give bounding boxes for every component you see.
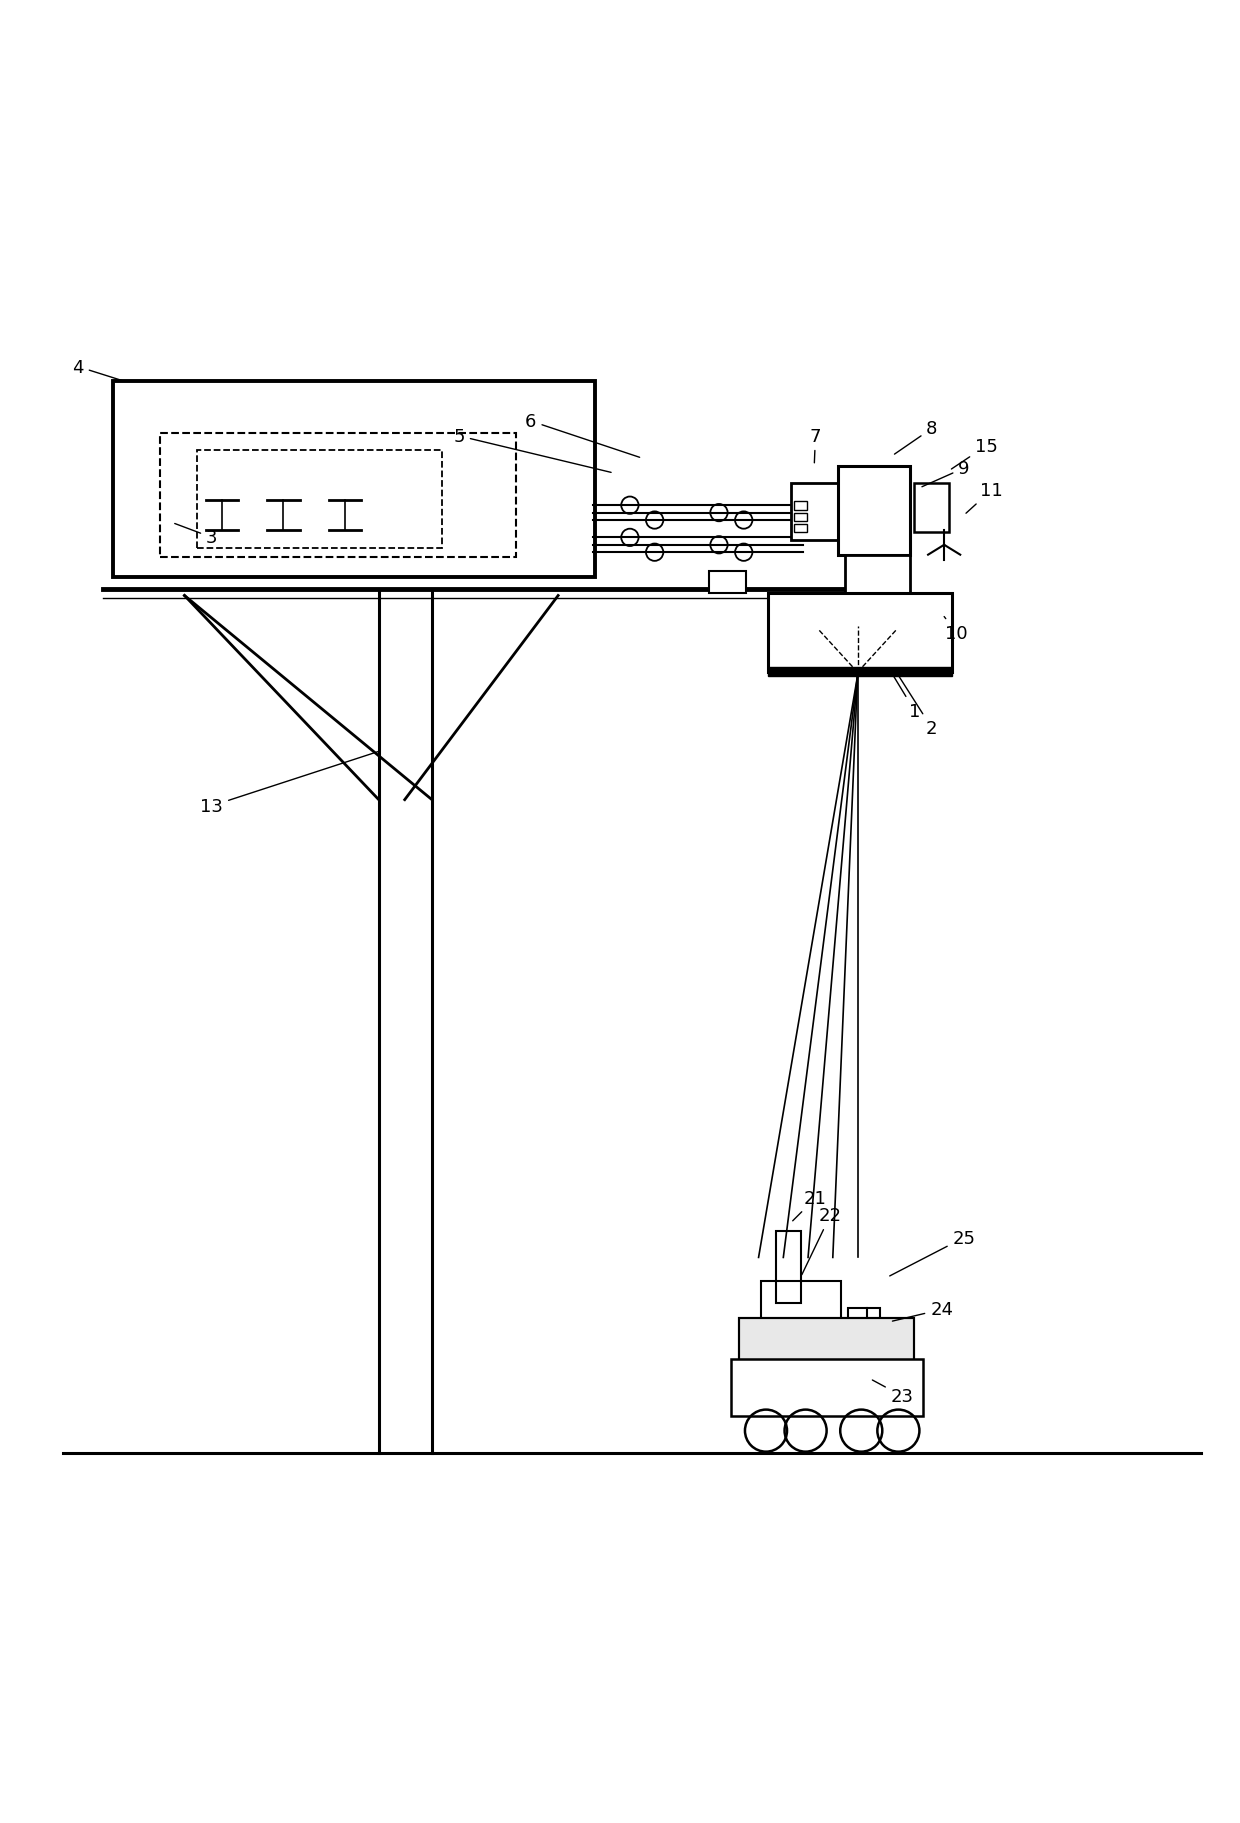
Text: 23: 23 — [873, 1380, 914, 1406]
Bar — [846, 556, 909, 594]
Bar — [709, 571, 746, 594]
Bar — [769, 667, 951, 676]
Text: 7: 7 — [810, 428, 821, 463]
Bar — [795, 514, 807, 521]
Bar — [732, 1360, 923, 1416]
Bar — [739, 1318, 914, 1364]
Text: 10: 10 — [944, 618, 968, 642]
Text: 25: 25 — [890, 1229, 976, 1276]
Text: 4: 4 — [72, 359, 123, 381]
Bar — [791, 483, 838, 541]
Bar — [113, 383, 595, 578]
Text: 6: 6 — [526, 412, 640, 458]
Text: 1: 1 — [892, 673, 920, 720]
Text: 22: 22 — [802, 1207, 842, 1274]
Text: 11: 11 — [966, 481, 1003, 514]
Bar — [739, 1318, 914, 1364]
Text: 13: 13 — [201, 751, 379, 815]
Text: 3: 3 — [175, 525, 217, 547]
Bar — [776, 1232, 801, 1303]
Bar — [795, 501, 807, 510]
Text: 2: 2 — [899, 676, 937, 738]
Bar — [848, 1309, 880, 1336]
Bar — [914, 483, 949, 532]
Bar — [769, 594, 951, 673]
Text: 5: 5 — [454, 428, 611, 474]
Bar — [160, 434, 516, 558]
Bar — [795, 525, 807, 532]
Bar — [761, 1282, 842, 1322]
Text: 15: 15 — [951, 438, 998, 470]
Text: 21: 21 — [792, 1189, 827, 1221]
Text: 9: 9 — [923, 459, 970, 487]
Text: 24: 24 — [893, 1300, 954, 1322]
Bar — [838, 467, 909, 556]
Text: 8: 8 — [894, 421, 937, 456]
Bar — [197, 450, 441, 549]
